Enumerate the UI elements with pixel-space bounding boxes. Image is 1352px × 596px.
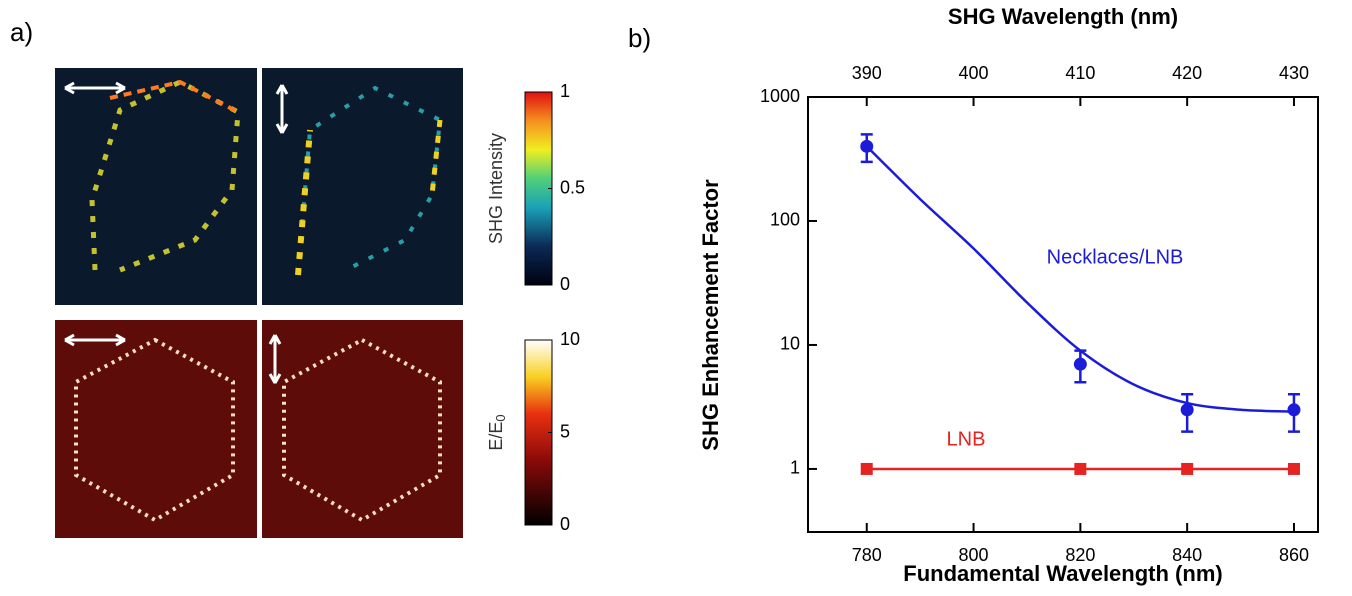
x2-tick-label: 430 <box>1279 63 1309 83</box>
y-tick-label: 1 <box>790 458 800 478</box>
chart-title: SHG Wavelength (nm) <box>948 4 1178 29</box>
y-tick-label: 1000 <box>760 86 800 106</box>
series-label: Necklaces/LNB <box>1047 246 1184 268</box>
colorbar-tick-label: 0.5 <box>560 177 585 197</box>
panel-label: b) <box>628 23 651 53</box>
colorbar-tick-label: 1 <box>560 81 570 101</box>
x-axis-title: Fundamental Wavelength (nm) <box>903 561 1222 586</box>
field-images <box>55 320 463 538</box>
colorbar <box>524 91 553 286</box>
colorbar <box>524 339 553 526</box>
colorbar-label-sub: 0 <box>493 414 508 421</box>
x-tick-label: 780 <box>852 545 882 565</box>
colorbar-label: E/E0 <box>486 414 509 450</box>
data-point <box>1074 462 1087 475</box>
x-tick-label: 820 <box>1065 545 1095 565</box>
data-point <box>1073 357 1087 371</box>
data-point <box>1287 403 1301 417</box>
x-tick-label: 800 <box>959 545 989 565</box>
data-point <box>860 139 874 153</box>
series-label: LNB <box>947 428 986 450</box>
colorbar-label: SHG Intensity <box>486 133 506 244</box>
plot-frame <box>807 96 1319 533</box>
y-axis-title: SHG Enhancement Factor <box>698 179 723 451</box>
colorbar-tick-label: 10 <box>560 329 580 349</box>
colorbar-label-text: SHG Intensity <box>486 133 506 244</box>
x2-tick-label: 400 <box>959 63 989 83</box>
colorbar-label-text: E/E <box>486 422 506 451</box>
colorbar-tick-label: 0 <box>560 274 570 294</box>
x2-tick-label: 390 <box>852 63 882 83</box>
y-tick-label: 10 <box>780 334 800 354</box>
data-point <box>1180 403 1194 417</box>
x-tick-label: 840 <box>1172 545 1202 565</box>
data-point <box>860 462 873 475</box>
x2-tick-label: 410 <box>1065 63 1095 83</box>
x2-tick-label: 420 <box>1172 63 1202 83</box>
y-tick-label: 100 <box>770 210 800 230</box>
data-point <box>1181 462 1194 475</box>
x-tick-label: 860 <box>1279 545 1309 565</box>
colorbar-tick-label: 0 <box>560 514 570 534</box>
panel-label: a) <box>10 17 33 47</box>
fit-curve <box>865 145 1295 413</box>
data-point <box>1287 462 1300 475</box>
colorbar-tick-label: 5 <box>560 421 570 441</box>
shg-images <box>55 68 463 305</box>
